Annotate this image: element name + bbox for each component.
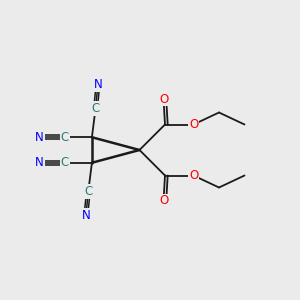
Text: O: O (159, 92, 168, 106)
Text: O: O (159, 194, 168, 208)
Text: O: O (189, 118, 198, 131)
Text: N: N (94, 78, 102, 91)
Text: C: C (84, 185, 92, 198)
Text: N: N (35, 156, 44, 169)
Text: C: C (61, 131, 69, 144)
Text: O: O (189, 169, 198, 182)
Text: C: C (92, 102, 100, 115)
Text: C: C (61, 156, 69, 169)
Text: N: N (35, 131, 44, 144)
Text: N: N (82, 209, 90, 222)
